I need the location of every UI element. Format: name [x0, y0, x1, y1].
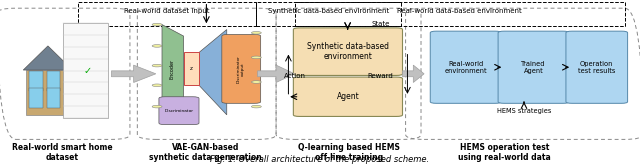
Text: Real-world data-based environment: Real-world data-based environment — [397, 8, 522, 14]
Text: Discriminator
output: Discriminator output — [237, 55, 245, 83]
Text: Encoder: Encoder — [170, 59, 175, 79]
Bar — [29, 71, 43, 91]
Circle shape — [252, 81, 261, 83]
Polygon shape — [403, 65, 424, 82]
FancyBboxPatch shape — [159, 97, 199, 125]
Text: Real-world smart home
dataset: Real-world smart home dataset — [12, 143, 113, 162]
Text: HEMS operation test
using real-world data: HEMS operation test using real-world dat… — [458, 143, 550, 162]
Polygon shape — [162, 25, 184, 118]
Text: Fig. 1. Overall architecture of the proposed scheme.: Fig. 1. Overall architecture of the prop… — [210, 155, 429, 164]
Text: Agent: Agent — [337, 92, 359, 101]
Text: Q-learning based HEMS
off-line training: Q-learning based HEMS off-line training — [298, 143, 400, 162]
Text: Synthetic data-based environment: Synthetic data-based environment — [268, 8, 389, 14]
Circle shape — [252, 105, 261, 108]
Text: Synthetic data-based
environment: Synthetic data-based environment — [307, 42, 389, 61]
Polygon shape — [111, 65, 156, 82]
Circle shape — [152, 23, 162, 26]
Text: ✓: ✓ — [84, 66, 92, 75]
Text: Reward: Reward — [367, 73, 393, 79]
Text: z: z — [189, 66, 193, 71]
Polygon shape — [23, 46, 72, 70]
Text: HEMS strategies: HEMS strategies — [497, 108, 551, 114]
Text: Action: Action — [284, 73, 305, 79]
Bar — [29, 88, 43, 108]
Text: Trained
Agent: Trained Agent — [522, 61, 546, 74]
FancyBboxPatch shape — [498, 31, 569, 103]
Circle shape — [152, 45, 162, 47]
Circle shape — [152, 84, 162, 87]
FancyBboxPatch shape — [293, 28, 403, 75]
Bar — [26, 70, 70, 115]
Circle shape — [252, 56, 261, 59]
Bar — [184, 52, 199, 85]
FancyBboxPatch shape — [222, 34, 260, 103]
Text: Operation
test results: Operation test results — [578, 61, 616, 74]
FancyBboxPatch shape — [430, 31, 501, 103]
Circle shape — [252, 31, 261, 34]
FancyBboxPatch shape — [566, 31, 628, 103]
Text: State: State — [372, 21, 390, 27]
Text: Real-world
environment: Real-world environment — [444, 61, 487, 74]
Text: Discriminator: Discriminator — [164, 109, 193, 113]
Bar — [47, 88, 60, 108]
Text: VAE-GAN-based
synthetic data generation: VAE-GAN-based synthetic data generation — [148, 143, 262, 162]
Text: Real-world dataset input: Real-world dataset input — [124, 8, 210, 14]
Bar — [63, 23, 108, 118]
Polygon shape — [199, 30, 227, 115]
Bar — [77, 2, 257, 26]
Circle shape — [152, 64, 162, 67]
Circle shape — [152, 105, 162, 108]
Bar — [47, 71, 60, 91]
Polygon shape — [257, 65, 294, 82]
FancyBboxPatch shape — [293, 77, 403, 116]
Bar — [294, 2, 625, 26]
Bar — [257, 2, 401, 26]
